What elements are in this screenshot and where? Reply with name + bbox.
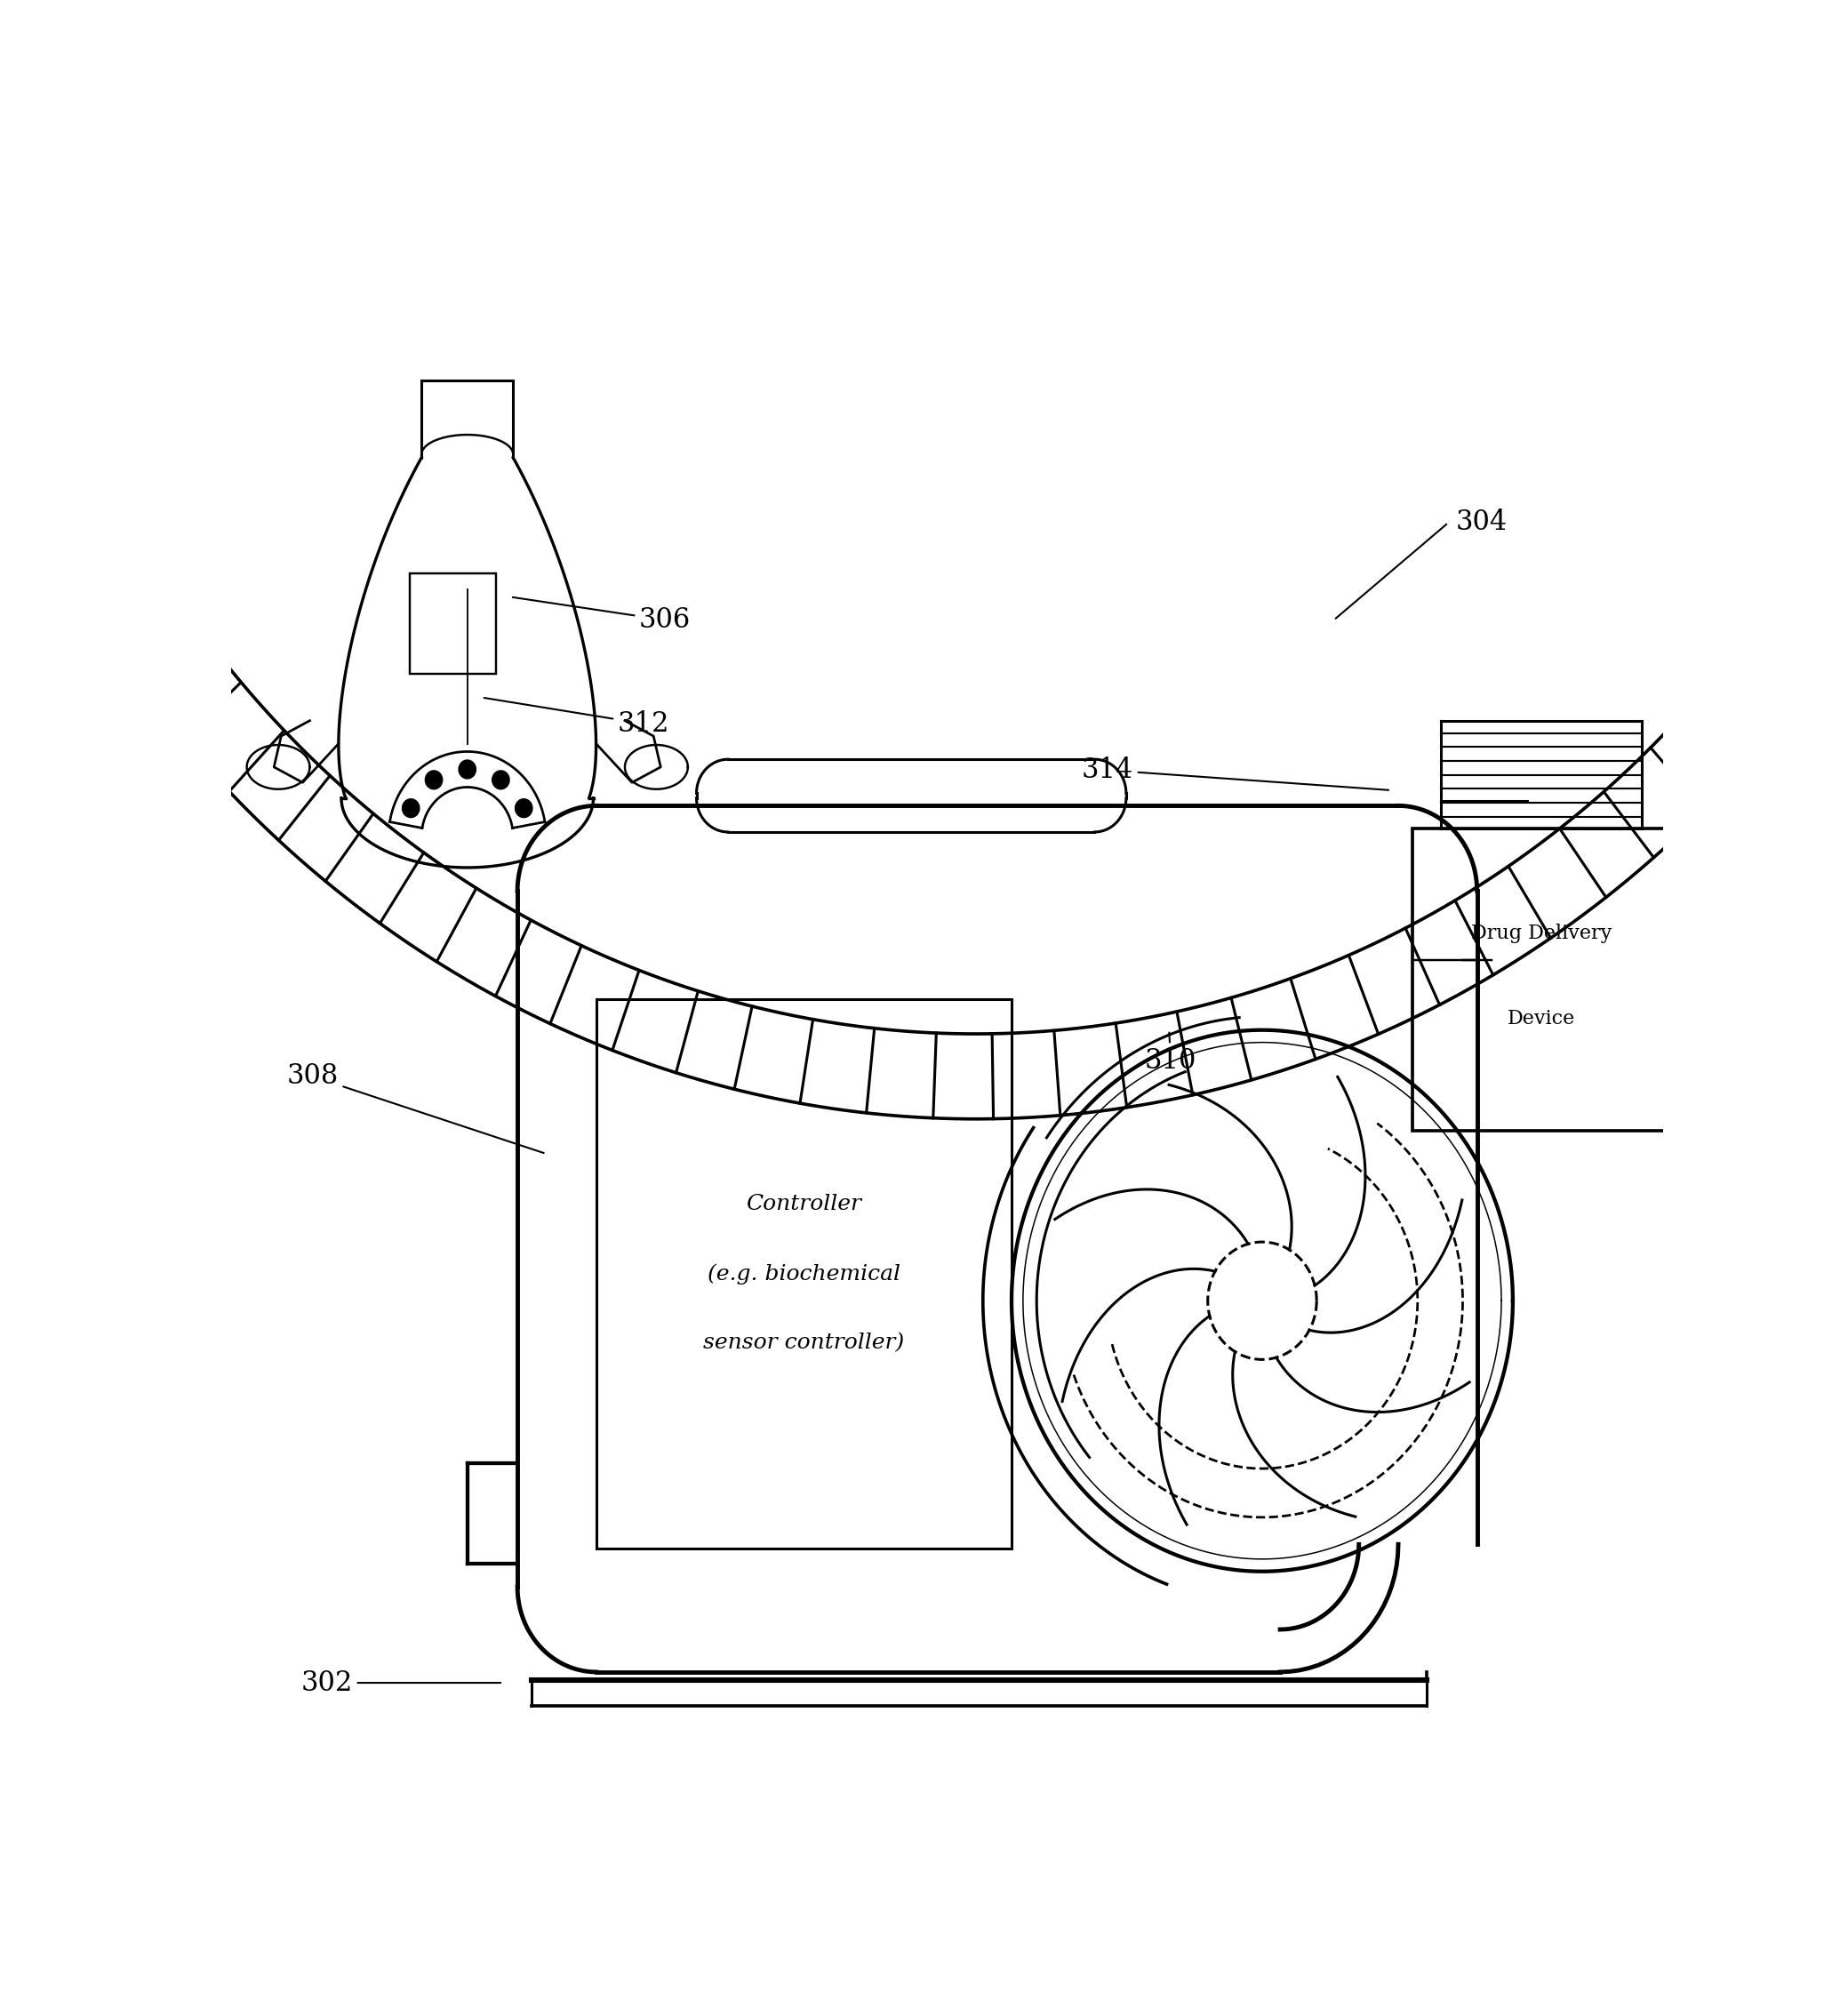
Text: 314: 314: [1081, 755, 1388, 790]
Circle shape: [458, 759, 477, 779]
Text: 304: 304: [1456, 508, 1508, 536]
Circle shape: [516, 800, 532, 818]
Bar: [1412, 830, 1671, 1131]
Text: Drug Delivery: Drug Delivery: [1471, 924, 1611, 942]
Text: 308: 308: [286, 1063, 543, 1153]
Text: 302: 302: [301, 1669, 501, 1696]
Text: 312: 312: [484, 697, 669, 737]
Text: 306: 306: [512, 597, 691, 635]
Circle shape: [492, 771, 510, 790]
Text: (e.g. biochemical: (e.g. biochemical: [708, 1264, 900, 1284]
Text: Device: Device: [1508, 1009, 1574, 1029]
Circle shape: [403, 800, 419, 818]
Text: sensor controller): sensor controller): [704, 1334, 904, 1354]
Text: Controller: Controller: [747, 1193, 861, 1213]
Bar: [410, 575, 495, 675]
Bar: [597, 998, 1011, 1549]
Text: 310: 310: [1144, 1033, 1198, 1075]
Circle shape: [425, 771, 442, 790]
